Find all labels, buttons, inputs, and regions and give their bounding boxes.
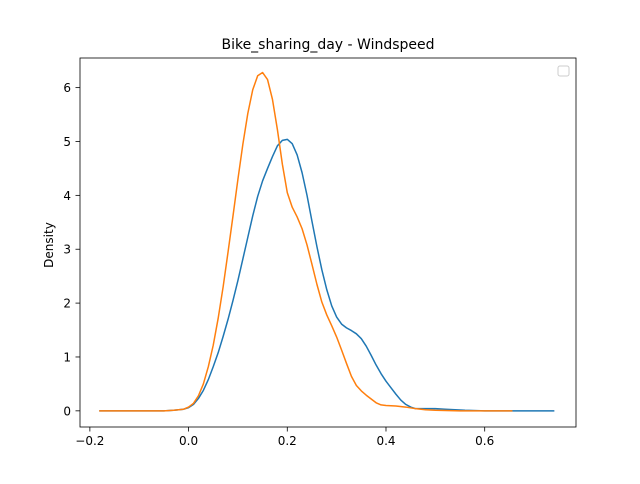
plot-frame (79, 57, 577, 428)
x-tick-label: 0.2 (278, 434, 297, 448)
density-line-series-2 (98, 71, 513, 412)
x-tick-label: 0.4 (376, 434, 395, 448)
y-tick-label: 1 (63, 350, 71, 364)
y-tick-label: 6 (63, 81, 71, 95)
y-tick-label: 4 (63, 189, 71, 203)
density-line-series-1 (98, 138, 555, 412)
series-layer (98, 71, 555, 412)
axes-layer: −0.2 0.0 0.2 0.4 0.6 0 1 2 3 4 5 6 (63, 57, 577, 448)
x-tick-label: 0.0 (179, 434, 198, 448)
y-axis-label: Density (42, 222, 56, 268)
y-tick-label: 3 (63, 243, 71, 257)
x-tick-label: −0.2 (75, 434, 104, 448)
legend-box (557, 65, 570, 77)
y-tick-label: 5 (63, 135, 71, 149)
x-tick-label: 0.6 (475, 434, 494, 448)
y-tick-label: 2 (63, 297, 71, 311)
chart-title: Bike_sharing_day - Windspeed (221, 37, 434, 53)
y-tick-label: 0 (63, 404, 71, 418)
